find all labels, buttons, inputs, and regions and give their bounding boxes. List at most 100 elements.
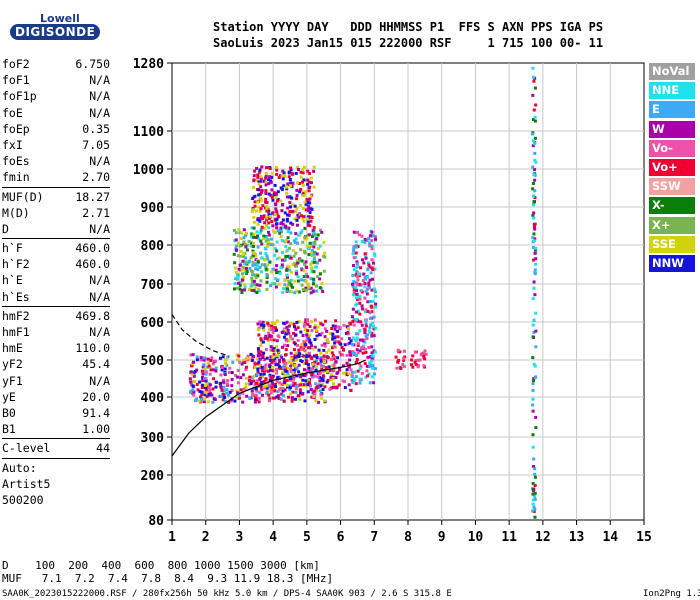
echo-point — [269, 237, 273, 241]
echo-point — [352, 280, 356, 284]
echo-point — [533, 251, 537, 255]
echo-point — [308, 338, 312, 342]
echo-point — [252, 215, 256, 219]
echo-point — [232, 228, 236, 232]
echo-point — [319, 359, 323, 363]
echo-point — [307, 206, 311, 210]
echo-point — [222, 378, 226, 382]
echo-point — [364, 375, 368, 379]
echo-point — [363, 285, 367, 289]
echo-point — [414, 363, 418, 367]
echo-point — [260, 263, 264, 267]
echo-point — [533, 142, 537, 146]
echo-point — [293, 356, 297, 360]
param-key: foEp — [2, 121, 30, 136]
echo-point — [221, 398, 225, 402]
echo-point — [267, 192, 271, 196]
echo-point — [356, 245, 360, 249]
echo-point — [531, 356, 535, 360]
echo-point — [252, 354, 256, 358]
echo-point — [310, 329, 314, 333]
echo-point — [355, 289, 359, 293]
echo-point — [533, 115, 537, 119]
echo-point — [299, 188, 303, 192]
echo-point — [251, 393, 255, 397]
echo-point — [351, 379, 355, 383]
echo-point — [294, 232, 298, 236]
param-value: N/A — [89, 373, 110, 388]
echo-point — [354, 240, 358, 244]
echo-point — [324, 366, 328, 370]
param-value: 1.00 — [82, 422, 110, 437]
echo-point — [314, 265, 318, 269]
echo-point — [284, 361, 288, 365]
echo-point — [532, 489, 536, 493]
echo-point — [252, 251, 256, 255]
echo-point — [260, 365, 264, 369]
echo-point — [309, 219, 313, 223]
echo-point — [284, 353, 288, 357]
echo-point — [288, 268, 292, 272]
echo-point — [293, 348, 297, 352]
echo-point — [347, 372, 351, 376]
echo-point — [531, 66, 535, 70]
echo-point — [262, 328, 266, 332]
echo-point — [373, 372, 377, 376]
echo-point — [315, 334, 319, 338]
echo-point — [297, 355, 301, 359]
echo-point — [370, 354, 374, 358]
echo-point — [268, 385, 272, 389]
echo-point — [352, 263, 356, 267]
echo-point — [308, 201, 312, 205]
echo-point — [371, 234, 375, 238]
echo-point — [301, 373, 305, 377]
echo-point — [266, 244, 270, 248]
echo-point — [285, 191, 289, 195]
echo-point — [259, 180, 263, 184]
echo-point — [310, 395, 314, 399]
echo-point — [396, 360, 400, 364]
echo-point — [260, 270, 264, 274]
echo-point — [265, 386, 269, 390]
legend-item: NNW — [649, 254, 695, 272]
param-row: foEs N/A — [2, 153, 110, 169]
echo-point — [301, 378, 305, 382]
echo-point — [364, 334, 368, 338]
echo-point — [240, 288, 244, 292]
echo-point — [207, 386, 211, 390]
echo-point — [236, 391, 240, 395]
echo-point — [282, 359, 286, 363]
echo-point — [234, 248, 238, 252]
echo-point — [279, 226, 283, 230]
echo-point — [265, 391, 269, 395]
echo-point — [531, 203, 535, 207]
echo-point — [277, 397, 281, 401]
param-key: MUF(D) — [2, 189, 44, 204]
echo-point — [324, 319, 328, 323]
echo-point — [531, 187, 535, 191]
echo-point — [319, 356, 323, 360]
echo-point — [234, 270, 238, 274]
echo-point — [289, 181, 293, 185]
echo-point — [345, 353, 349, 357]
param-key: foE — [2, 105, 23, 120]
echo-point — [254, 254, 258, 258]
echo-point — [373, 290, 377, 294]
echo-point — [533, 249, 537, 253]
echo-point — [342, 380, 346, 384]
echo-point — [280, 174, 284, 178]
echo-point — [368, 326, 372, 330]
echo-point — [356, 351, 360, 355]
echo-point — [286, 230, 290, 234]
echo-point — [531, 236, 535, 240]
param-row: C-level 44 — [2, 440, 110, 456]
echo-point — [309, 320, 313, 324]
echo-point — [396, 348, 400, 352]
echo-point — [241, 266, 245, 270]
echo-point — [334, 385, 338, 389]
echo-point — [277, 256, 281, 260]
echo-point — [340, 337, 344, 341]
echo-point — [369, 234, 373, 238]
echo-point — [361, 307, 365, 311]
echo-point — [245, 269, 249, 273]
